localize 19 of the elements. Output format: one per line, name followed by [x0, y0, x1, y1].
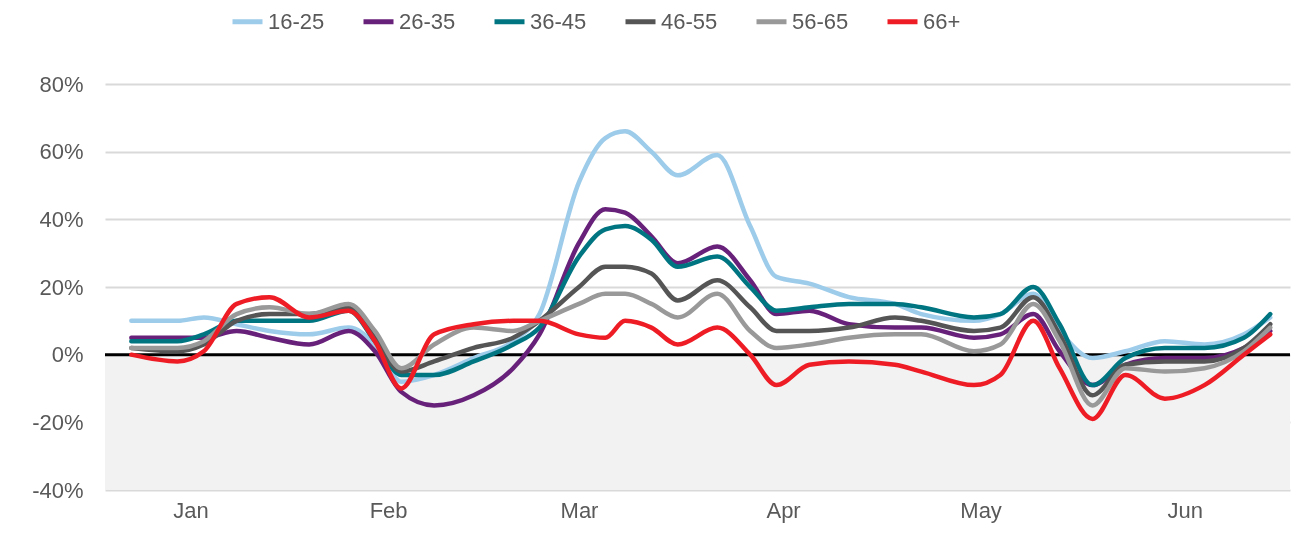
y-tick-label: 20% — [39, 274, 84, 300]
y-tick-label: -20% — [32, 409, 84, 435]
x-tick-label: May — [960, 497, 1002, 523]
x-tick-label: Jun — [1167, 497, 1203, 523]
legend-label: 46-55 — [661, 8, 718, 34]
x-tick-label: Mar — [560, 497, 599, 523]
y-tick-label: 0% — [51, 342, 84, 368]
y-tick-label: 80% — [39, 71, 84, 97]
legend-label: 26-35 — [399, 8, 456, 34]
y-tick-label: 40% — [39, 206, 84, 232]
legend-label: 36-45 — [530, 8, 587, 34]
legend-label: 66+ — [923, 8, 961, 34]
x-tick-label: Jan — [173, 497, 209, 523]
y-tick-label: 60% — [39, 139, 84, 165]
x-tick-label: Apr — [766, 497, 801, 523]
legend-label: 16-25 — [268, 8, 325, 34]
legend-label: 56-65 — [792, 8, 849, 34]
y-tick-label: -40% — [32, 477, 84, 503]
x-tick-label: Feb — [369, 497, 408, 523]
